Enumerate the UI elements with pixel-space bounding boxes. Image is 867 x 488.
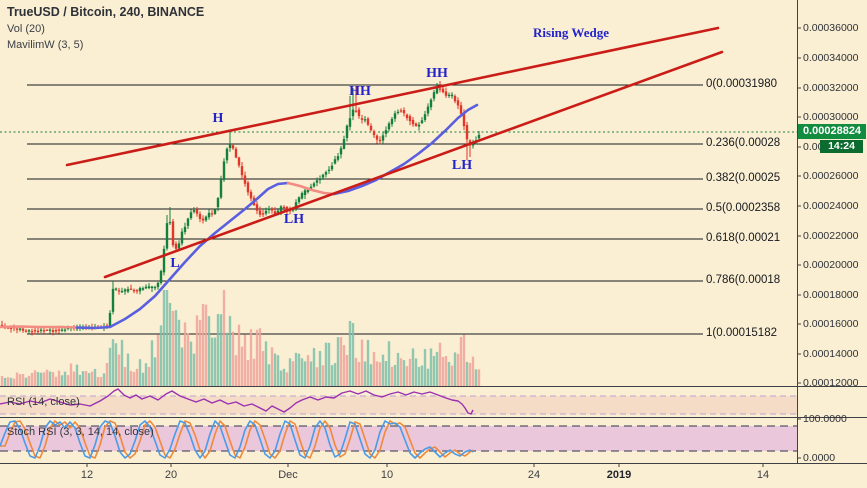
time-axis-label: 24 — [527, 469, 541, 481]
fib-lines — [27, 84, 703, 335]
fib-level-label: 0.236(0.00028 — [706, 137, 781, 149]
bar-countdown-badge: 14:24 — [820, 140, 863, 153]
bar-countdown-value: 14:24 — [828, 140, 855, 152]
indicator-mavilimw-label[interactable]: MavilimW (3, 5) — [7, 39, 84, 51]
stoch-rsi-indicator-label[interactable]: Stoch RSI (3, 3, 14, 14, close) — [7, 426, 154, 438]
indicator-volume-label[interactable]: Vol (20) — [7, 23, 45, 35]
price-axis-label: 0.00016000 — [803, 318, 859, 330]
mavilimw-line — [0, 103, 479, 330]
rising-wedge-label: Rising Wedge — [533, 25, 609, 40]
time-axis-label: 10 — [380, 469, 394, 481]
volume-bars — [0, 290, 481, 386]
time-axis-label: 14 — [756, 469, 770, 481]
fib-level-label: 0(0.00031980 — [706, 78, 777, 90]
fib-level-label: 0.5(0.0002358 — [706, 202, 781, 214]
price-axis-label: 0.00026000 — [803, 170, 859, 182]
axes-frame — [0, 0, 867, 467]
price-axis-label: 0.0000 — [803, 452, 836, 464]
time-axis-label: 20 — [164, 469, 178, 481]
time-axis-label: 2019 — [606, 469, 632, 481]
swing-label-l: L — [170, 256, 180, 271]
swing-label-h: H — [212, 111, 224, 126]
swing-label-lh: LH — [283, 212, 305, 227]
oscillator-lines — [0, 388, 474, 459]
price-axis-label: 0.00034000 — [803, 52, 859, 64]
swing-label-lh: LH — [451, 158, 473, 173]
chart-legend: TrueUSD / Bitcoin, 240, BINANCE Vol (20)… — [7, 4, 204, 53]
price-axis-label: 0.00036000 — [803, 22, 859, 34]
price-axis-label: 0.00014000 — [803, 348, 859, 360]
price-axis-label: 100.0000 — [803, 413, 847, 425]
price-axis-label: 0.00032000 — [803, 82, 859, 94]
fib-level-label: 0.786(0.00018 — [706, 274, 781, 286]
fib-level-label: 1(0.00015182 — [706, 327, 777, 339]
fib-level-label: 0.382(0.00025 — [706, 172, 781, 184]
time-axis-label: 12 — [80, 469, 94, 481]
price-axis-label: 0.00012000 — [803, 377, 859, 389]
price-axis-label: 0.00030000 — [803, 111, 859, 123]
time-axis-label: Dec — [278, 469, 298, 481]
price-axis-label: 0.00018000 — [803, 289, 859, 301]
current-price-value: 0.00028824 — [802, 125, 862, 137]
price-axis-label: 0.00022000 — [803, 230, 859, 242]
swing-label-hh: HH — [426, 66, 448, 81]
swing-label-hh: HH — [349, 84, 371, 99]
symbol-title[interactable]: TrueUSD / Bitcoin, 240, BINANCE — [7, 5, 205, 19]
price-axis-label: 0.00024000 — [803, 200, 859, 212]
candles — [0, 81, 481, 336]
rising-wedge-lines — [65, 26, 724, 279]
price-axis-label: 0.00020000 — [803, 259, 859, 271]
fib-level-label: 0.618(0.00021 — [706, 232, 781, 244]
rsi-indicator-label[interactable]: RSI (14, close) — [7, 396, 80, 408]
current-price-badge: 0.00028824 — [798, 124, 866, 139]
